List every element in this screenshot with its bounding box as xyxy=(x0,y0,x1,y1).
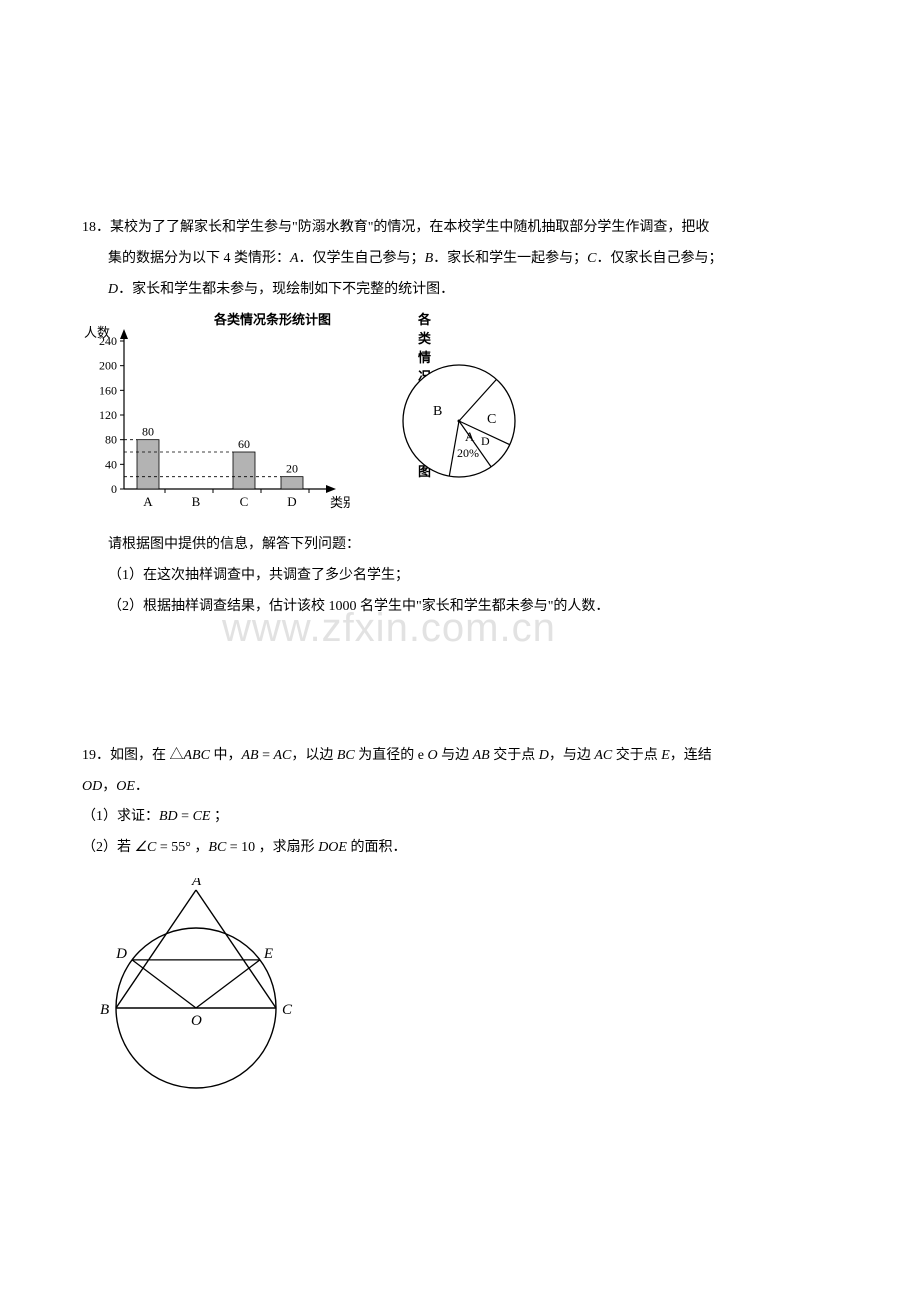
q18-optA-text: ．仅学生自己参与； xyxy=(299,251,425,266)
q19-OD: OD xyxy=(82,779,102,794)
q19-seg7: ，与边 xyxy=(549,748,595,763)
svg-text:80: 80 xyxy=(105,433,117,447)
svg-text:B: B xyxy=(192,494,201,509)
q18-number: 18． xyxy=(82,220,110,235)
svg-text:类别: 类别 xyxy=(330,495,350,510)
q18-optB-text: ．家长和学生一起参与； xyxy=(433,251,587,266)
svg-text:240: 240 xyxy=(99,334,117,348)
q19-sub2-eq2: = 10 ，求扇形 xyxy=(226,840,318,855)
q19-seg8: 交于点 xyxy=(612,748,661,763)
bar-chart-svg: 人数04080120160200240类别80AB60C20D xyxy=(80,309,350,517)
chart-row: 各类情况条形统计图 各类情况扇形统计图 人数04080120160200240类… xyxy=(82,309,832,522)
q19-O: O xyxy=(427,748,437,763)
bar-chart: 各类情况条形统计图 各类情况扇形统计图 人数04080120160200240类… xyxy=(80,309,350,522)
q19-sub2-pre: （2）若 xyxy=(82,840,135,855)
svg-text:60: 60 xyxy=(238,437,250,451)
geometry-svg: A B C D E O xyxy=(86,878,316,1098)
q19-sub2-bc: BC xyxy=(208,840,226,855)
q19-sub1-b: CE xyxy=(193,809,211,824)
q19-sub1-a: BD xyxy=(159,809,178,824)
svg-text:O: O xyxy=(191,1013,202,1029)
q19-ABC: ABC xyxy=(184,748,210,763)
svg-text:80: 80 xyxy=(142,425,154,439)
svg-text:160: 160 xyxy=(99,384,117,398)
q18-sub1: （1）在这次抽样调查中，共调查了多少名学生； xyxy=(82,561,832,592)
svg-text:D: D xyxy=(481,434,490,448)
q18-optD-text: ．家长和学生都未参与，现绘制如下不完整的统计图． xyxy=(118,282,454,297)
gap xyxy=(82,623,832,741)
q18-optB: B xyxy=(425,251,434,266)
q18-optA: A xyxy=(290,251,299,266)
q19-sub2-post: 的面积． xyxy=(347,840,407,855)
bar-chart-title: 各类情况条形统计图 xyxy=(214,309,331,328)
q18-text: 18．某校为了了解家长和学生参与"防溺水教育"的情况，在本校学生中随机抽取部分学… xyxy=(82,213,832,244)
q19-E: E xyxy=(661,748,670,763)
svg-text:B: B xyxy=(100,1002,109,1018)
q19-BC: BC xyxy=(337,748,355,763)
svg-text:0: 0 xyxy=(111,482,117,496)
svg-text:C: C xyxy=(240,494,249,509)
pie-chart: B CAD20% xyxy=(374,351,544,506)
q18-optD: D xyxy=(108,282,118,297)
q19-sub1: （1）求证：BD = CE ； xyxy=(82,802,832,833)
q19-eq1a: AB xyxy=(241,748,258,763)
q18-line3-row: D．家长和学生都未参与，现绘制如下不完整的统计图． xyxy=(82,275,832,306)
q19-seg9: ，连结 xyxy=(670,748,712,763)
q19-line1: 19．如图，在 △ABC 中，AB = AC，以边 BC 为直径的 e O 与边… xyxy=(82,741,832,772)
q19-sub1-post: ； xyxy=(210,809,228,824)
svg-text:A: A xyxy=(465,429,475,444)
q19-sub2: （2）若 ∠C = 55° ，BC = 10 ，求扇形 DOE 的面积． xyxy=(82,833,832,864)
q19-seg2: 中， xyxy=(210,748,242,763)
svg-text:E: E xyxy=(263,946,273,962)
q19-AB: AB xyxy=(473,748,490,763)
svg-text:A: A xyxy=(191,878,202,889)
geometry-figure: A B C D E O xyxy=(86,878,832,1103)
q19-sub2-eq1: = 55° ， xyxy=(156,840,208,855)
q19-D: D xyxy=(539,748,549,763)
q19-seg6: 交于点 xyxy=(490,748,539,763)
svg-text:20: 20 xyxy=(286,462,298,476)
q18-post-chart: 请根据图中提供的信息，解答下列问题： xyxy=(82,530,832,561)
q19-comma1: ， xyxy=(102,779,116,794)
svg-text:40: 40 xyxy=(105,458,117,472)
svg-text:B: B xyxy=(433,404,442,419)
q19-period: ． xyxy=(135,779,149,794)
svg-text:C: C xyxy=(282,1002,293,1018)
q18-optC-text: ．仅家长自己参与； xyxy=(596,251,722,266)
svg-text:A: A xyxy=(143,494,153,509)
q18-line2: 集的数据分为以下 4 类情形： xyxy=(108,251,290,266)
q19-eq1b: AC xyxy=(273,748,291,763)
q19-AC: AC xyxy=(594,748,612,763)
q19-sub1-eq: = xyxy=(178,809,193,824)
q19-seg1: 如图，在 △ xyxy=(110,748,184,763)
q19-sub2-doe: DOE xyxy=(318,840,347,855)
svg-text:20%: 20% xyxy=(457,446,479,460)
q19-seg3: ，以边 xyxy=(291,748,337,763)
q18-sub2: （2）根据抽样调查结果，估计该校 1000 名学生中"家长和学生都未参与"的人数… xyxy=(82,592,832,623)
q19-seg4: 为直径的 e xyxy=(355,748,428,763)
q19-line2: OD，OE． xyxy=(82,772,832,803)
svg-text:200: 200 xyxy=(99,359,117,373)
q19-OE: OE xyxy=(116,779,135,794)
q19-sub1-pre: （1）求证： xyxy=(82,809,159,824)
pie-chart-svg: B CAD20% xyxy=(374,351,544,501)
q18-line2-row: 集的数据分为以下 4 类情形：A．仅学生自己参与；B．家长和学生一起参与；C．仅… xyxy=(82,244,832,275)
svg-text:D: D xyxy=(287,494,296,509)
svg-text:D: D xyxy=(115,946,127,962)
q18-line1: 某校为了了解家长和学生参与"防溺水教育"的情况，在本校学生中随机抽取部分学生作调… xyxy=(110,220,709,235)
q19-seg5: 与边 xyxy=(438,748,473,763)
q19-eq1eq: = xyxy=(259,748,274,763)
q19-number: 19． xyxy=(82,748,110,763)
svg-text:C: C xyxy=(487,412,496,427)
svg-text:120: 120 xyxy=(99,408,117,422)
q19-sub2-ang: ∠C xyxy=(135,840,157,855)
